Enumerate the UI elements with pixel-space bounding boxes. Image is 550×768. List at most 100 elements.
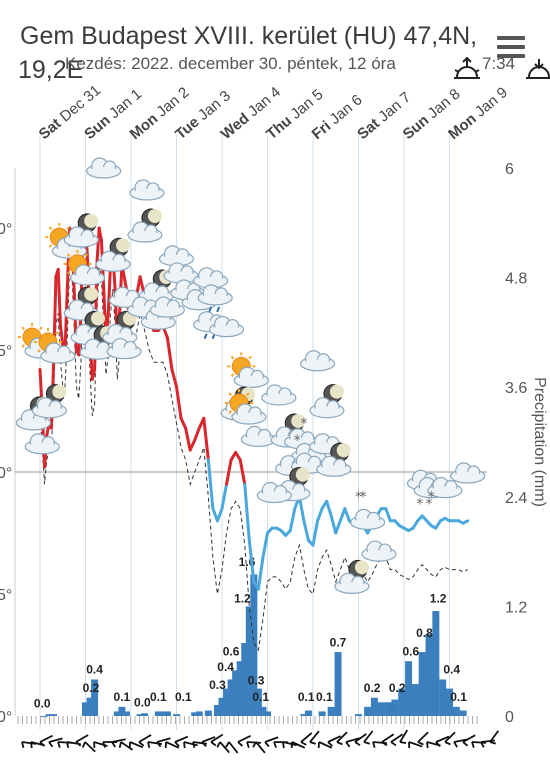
menu-icon[interactable] — [497, 36, 525, 60]
precip-bar — [232, 670, 240, 716]
wind-barb — [174, 741, 180, 747]
wind-barb — [282, 741, 285, 749]
wind-arrow — [81, 741, 96, 753]
precip-bar — [40, 716, 48, 717]
temperature-line-segment — [343, 507, 351, 523]
wind-barb — [252, 741, 257, 748]
precip-bar — [327, 706, 335, 716]
left-tick-label: 5° — [0, 343, 12, 360]
precip-label: 0.1 — [150, 690, 167, 704]
precip-bar — [432, 611, 440, 716]
temperature-line-segment — [106, 263, 113, 315]
moon-cloud-icon — [31, 384, 67, 419]
precip-label: 0.1 — [316, 690, 333, 704]
forecast-start-text: Kezdés: 2022. december 30. péntek, 12 ór… — [65, 54, 396, 73]
cloud-icon — [299, 350, 336, 372]
sun-ray — [228, 410, 232, 414]
wind-shaft — [255, 741, 266, 754]
precip-bar — [204, 710, 212, 716]
sun-ray — [66, 226, 70, 231]
precip-bar — [355, 714, 362, 716]
cloud-fill — [131, 188, 162, 199]
wind-shaft — [300, 732, 313, 743]
precip-bar — [236, 661, 244, 716]
temperature-line-segment — [238, 458, 247, 486]
moon-cloud-icon — [309, 384, 345, 419]
wind-arrow — [164, 741, 180, 749]
moon-light — [91, 311, 106, 326]
moon-light — [354, 560, 369, 575]
wind-barb — [111, 741, 116, 748]
temperature-line-segment — [170, 368, 178, 389]
precip-bar — [241, 642, 249, 716]
right-tick-label: 4.8 — [505, 271, 527, 288]
wind-arrow — [156, 737, 171, 748]
wind-arrow — [264, 736, 279, 748]
wind-shaft — [138, 734, 152, 743]
precip-bar — [377, 702, 385, 716]
precip-bar — [218, 697, 226, 716]
precip-bar — [418, 652, 426, 716]
temperature-line-segment — [175, 385, 183, 420]
temperature-line-segment — [188, 438, 197, 452]
wind-shaft — [246, 741, 262, 744]
precip-bar — [213, 705, 221, 716]
precip-bar — [141, 713, 149, 716]
wind-barb — [66, 741, 70, 749]
wind-arrow — [225, 741, 239, 754]
temperature-line-segment — [243, 482, 251, 542]
wind-shaft — [48, 737, 63, 743]
wind-barb — [183, 741, 186, 749]
sun-ray — [21, 344, 25, 348]
wind-arrow — [111, 738, 126, 748]
cloud-icon — [208, 316, 245, 338]
temperature-line-segment — [384, 507, 392, 523]
wind-barb — [381, 741, 388, 747]
precip-label: 0.6 — [223, 644, 240, 658]
wind-shaft — [156, 737, 171, 743]
wind-shaft — [471, 741, 487, 744]
moon-cloud-icon — [127, 208, 163, 243]
precip-bar — [459, 710, 467, 716]
wind-arrow — [471, 741, 487, 748]
precip-bar — [304, 710, 312, 716]
cloud-fill — [211, 325, 242, 336]
precip-label: 0.2 — [389, 681, 406, 695]
temperature-line-segment — [202, 416, 210, 462]
moon-cloud-icon — [63, 213, 99, 248]
cloud-fill — [98, 260, 129, 271]
temperature-line-segment — [63, 287, 69, 352]
cloud-fill — [363, 550, 394, 561]
precip-bar — [50, 714, 58, 716]
sun-ray — [48, 226, 53, 231]
precip-bar — [364, 706, 372, 716]
wind-shaft — [282, 741, 297, 747]
moon-light — [329, 384, 344, 399]
wind-shaft — [390, 733, 404, 743]
moon-light — [295, 467, 310, 482]
wind-arrow — [480, 739, 496, 748]
wind-barb — [264, 741, 270, 748]
wind-barb — [216, 741, 221, 748]
wind-arrow — [201, 736, 216, 748]
cloud-fill — [259, 491, 290, 502]
sun-ray — [39, 326, 43, 331]
wind-arrow — [128, 741, 144, 749]
wind-shaft — [327, 735, 342, 743]
precip-bar — [398, 688, 406, 716]
rain-drop — [203, 333, 208, 340]
wind-shaft — [336, 731, 348, 743]
temperature-line-segment — [316, 507, 324, 523]
precip-bar — [250, 574, 258, 716]
wind-shaft — [318, 741, 333, 749]
wind-shaft — [201, 736, 216, 743]
cloud-icon — [163, 262, 199, 284]
temperature-line-segment — [184, 426, 192, 452]
snow-mark: * — [428, 489, 435, 505]
precip-bar — [195, 711, 203, 716]
wind-arrow — [252, 741, 266, 754]
precip-label: 0.2 — [83, 681, 100, 695]
sun-ray — [21, 326, 25, 331]
wind-shaft — [75, 734, 89, 743]
